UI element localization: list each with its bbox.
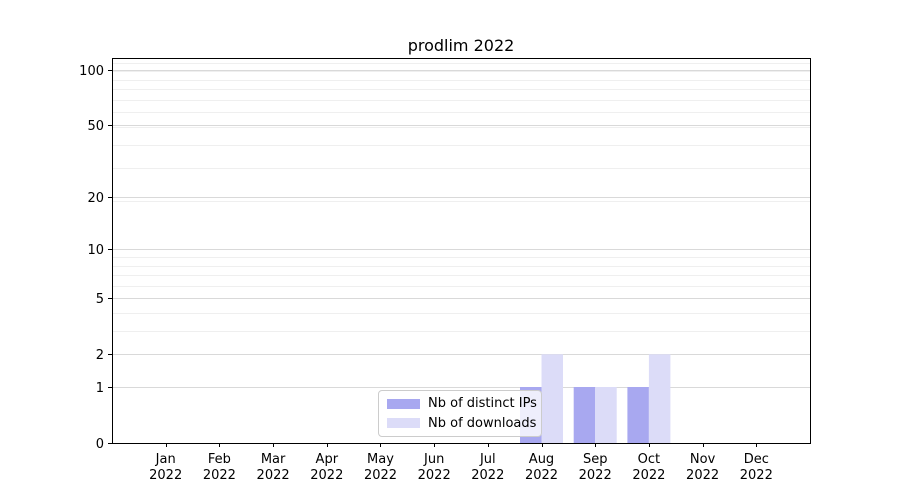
x-tick-label-year: 2022 bbox=[740, 468, 773, 483]
x-tick-label-month: Mar bbox=[261, 452, 286, 467]
legend-swatch-distinct-ips bbox=[387, 398, 420, 409]
y-tick-label: 5 bbox=[96, 292, 104, 307]
x-tick-label-year: 2022 bbox=[471, 468, 504, 483]
chart-title: prodlim 2022 bbox=[407, 36, 515, 55]
x-tick-label-year: 2022 bbox=[632, 468, 665, 483]
y-tick-label: 10 bbox=[87, 243, 104, 258]
x-tick-label-month: Apr bbox=[316, 452, 339, 467]
axes-frame bbox=[112, 58, 811, 444]
bar-oct-distinct-ips bbox=[627, 387, 649, 443]
y-tick-label: 100 bbox=[79, 64, 104, 79]
y-tick-label: 0 bbox=[96, 437, 104, 452]
x-tick-label-year: 2022 bbox=[686, 468, 719, 483]
legend-item-downloads: Nb of downloads bbox=[387, 416, 541, 432]
x-tick-label-month: Jan bbox=[155, 452, 176, 467]
y-tick-label: 20 bbox=[87, 191, 104, 206]
x-tick-label-month: Nov bbox=[690, 452, 716, 467]
x-tick-label-month: Dec bbox=[744, 452, 769, 467]
x-tick-label-month: Oct bbox=[638, 452, 660, 467]
x-tick-label-year: 2022 bbox=[525, 468, 558, 483]
x-tick-label-year: 2022 bbox=[579, 468, 612, 483]
x-tick-label-month: Jul bbox=[479, 452, 496, 467]
x-tick-label-year: 2022 bbox=[203, 468, 236, 483]
y-tick-label: 2 bbox=[96, 348, 104, 363]
x-tick-label-year: 2022 bbox=[364, 468, 397, 483]
y-tick-label: 1 bbox=[96, 381, 104, 396]
legend-label-downloads: Nb of downloads bbox=[428, 415, 537, 431]
x-tick-label-month: Feb bbox=[208, 452, 231, 467]
x-tick-label-month: Sep bbox=[583, 452, 608, 467]
legend-item-distinct-ips: Nb of distinct IPs bbox=[387, 396, 541, 412]
x-tick-label-month: Aug bbox=[529, 452, 554, 467]
bar-sep-downloads bbox=[595, 387, 617, 443]
y-tick-label: 50 bbox=[87, 119, 104, 134]
x-tick-label-year: 2022 bbox=[310, 468, 343, 483]
x-tick-label-year: 2022 bbox=[149, 468, 182, 483]
x-tick-label-year: 2022 bbox=[418, 468, 451, 483]
bar-aug-downloads bbox=[541, 354, 563, 443]
bar-sep-distinct-ips bbox=[573, 387, 596, 443]
legend-label-distinct-ips: Nb of distinct IPs bbox=[428, 395, 537, 411]
bar-oct-downloads bbox=[648, 354, 671, 443]
legend: Nb of distinct IPs Nb of downloads bbox=[378, 390, 542, 437]
legend-swatch-downloads bbox=[387, 418, 420, 429]
x-tick-label-month: May bbox=[367, 452, 394, 467]
x-tick-label-year: 2022 bbox=[257, 468, 290, 483]
x-tick-label-month: Jun bbox=[423, 452, 444, 467]
